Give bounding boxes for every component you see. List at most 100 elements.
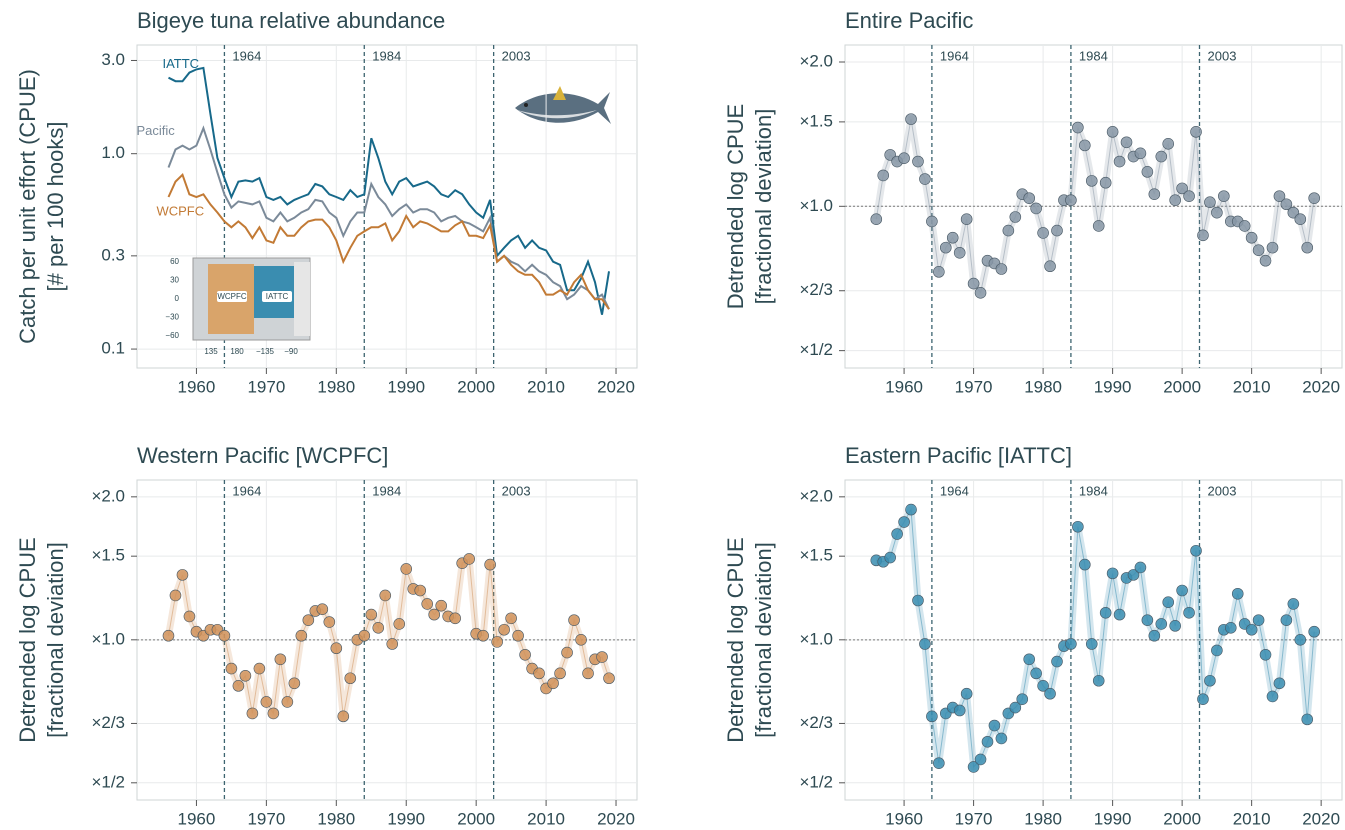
data-point	[1301, 241, 1314, 254]
y-tick-label: ×2.0	[799, 51, 833, 70]
data-point	[561, 646, 573, 659]
data-point	[974, 753, 987, 766]
tuna-illustration	[515, 86, 611, 124]
inset-map: WCPFC IATTC 60 30 0 −30 −60 135 180 −135 −90	[165, 257, 311, 356]
inset-x-tick-label: −90	[284, 347, 298, 356]
y-tick-label: ×1.0	[799, 629, 833, 648]
x-tick-label: 1960	[178, 809, 216, 828]
region-label: IATTC	[266, 292, 289, 301]
data-point	[183, 610, 196, 623]
data-point	[1287, 598, 1300, 610]
region-label: WCPFC	[217, 292, 247, 301]
series-label: IATTC	[162, 56, 199, 71]
data-point	[505, 612, 517, 625]
y-axis-label: [# per 100 hooks]	[43, 121, 68, 291]
y-tick-label: ×1.5	[91, 546, 125, 565]
data-point	[274, 653, 287, 666]
data-point	[1085, 175, 1098, 187]
x-tick-label: 2010	[527, 809, 565, 828]
data-point	[953, 246, 966, 259]
data-point	[498, 623, 510, 636]
data-point	[1308, 625, 1320, 638]
x-tick-label: 1990	[387, 377, 425, 396]
data-point	[1294, 634, 1307, 646]
data-point	[596, 651, 608, 663]
data-point	[1009, 701, 1022, 714]
data-point	[884, 551, 896, 564]
data-point	[512, 629, 524, 642]
y-axis-label: [fractional deviation]	[751, 542, 776, 738]
breakpoint-label: 1984	[372, 483, 401, 498]
data-point	[547, 677, 559, 690]
data-point	[1113, 155, 1126, 168]
x-tick-label: 1990	[1094, 809, 1132, 828]
series-line	[168, 66, 610, 315]
data-point	[1016, 693, 1029, 705]
data-point	[386, 638, 399, 650]
x-tick-label: 1980	[317, 377, 355, 396]
data-point	[1009, 211, 1022, 223]
data-point	[1044, 260, 1056, 273]
land	[294, 262, 310, 336]
x-tick-label: 2020	[597, 377, 635, 396]
data-point	[926, 710, 938, 723]
chart-title: Eastern Pacific [IATTC]	[845, 443, 1072, 468]
y-tick-label: ×2/3	[799, 713, 833, 732]
data-point	[1092, 220, 1105, 232]
data-point	[967, 761, 980, 773]
y-tick-label: ×2/3	[799, 280, 833, 299]
data-point	[358, 629, 371, 642]
x-tick-label: 1980	[317, 809, 355, 828]
data-point	[260, 696, 273, 708]
x-tick-label: 2020	[597, 809, 635, 828]
data-point	[372, 621, 385, 634]
data-point	[926, 215, 938, 228]
data-point	[1204, 674, 1216, 687]
data-point	[933, 757, 945, 769]
data-point	[898, 516, 910, 528]
y-tick-label: 3.0	[101, 50, 125, 69]
data-point	[1162, 596, 1175, 609]
data-point	[1072, 520, 1084, 533]
data-point	[946, 231, 959, 244]
data-point	[960, 687, 973, 700]
data-point	[519, 648, 531, 661]
data-point	[1197, 693, 1209, 705]
x-tick-label: 2000	[1163, 377, 1201, 396]
data-point	[1051, 224, 1063, 237]
y-tick-label: ×2.0	[91, 486, 125, 505]
data-point	[1259, 648, 1272, 661]
chart-title: Western Pacific [WCPFC]	[137, 443, 388, 468]
x-tick-label: 1960	[885, 809, 923, 828]
breakpoint-label: 2003	[502, 48, 531, 63]
data-point	[491, 636, 503, 648]
data-point	[1148, 188, 1161, 200]
data-point	[281, 696, 294, 708]
series-label: Pacific	[136, 123, 175, 138]
y-tick-label: ×1/2	[91, 772, 125, 791]
data-point	[905, 503, 917, 516]
data-point	[1127, 569, 1140, 581]
data-point	[1238, 220, 1251, 232]
data-point	[967, 277, 980, 290]
data-point	[1002, 224, 1015, 237]
series-label: WCPFC	[156, 203, 204, 218]
data-point	[1197, 229, 1209, 242]
x-tick-label: 2000	[1163, 809, 1201, 828]
data-point	[995, 732, 1008, 745]
data-point	[1113, 608, 1126, 621]
data-point	[295, 629, 308, 642]
inset-y-tick-label: 0	[175, 294, 180, 303]
data-point	[253, 662, 266, 675]
data-point	[1218, 190, 1230, 202]
data-point	[960, 213, 973, 225]
breakpoint-label: 2003	[1208, 483, 1237, 498]
data-point	[1079, 139, 1091, 152]
data-point	[323, 616, 336, 628]
data-point	[1037, 227, 1049, 239]
tuna-fin	[553, 86, 566, 100]
x-tick-label: 2000	[457, 377, 495, 396]
data-point	[435, 599, 447, 612]
data-point	[575, 634, 587, 646]
